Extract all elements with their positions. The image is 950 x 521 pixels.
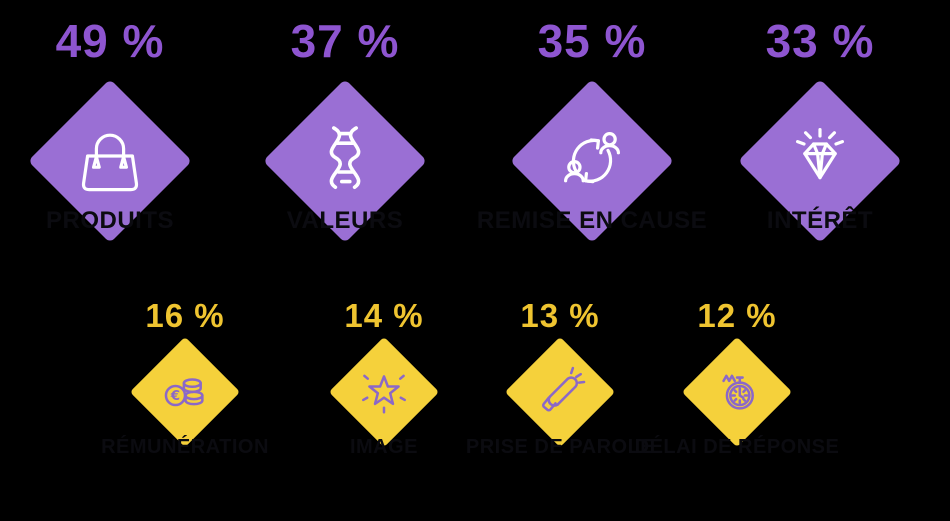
category-label: PRISE DE PAROLE bbox=[465, 436, 655, 458]
person-refresh-icon bbox=[552, 120, 632, 200]
percent-value: 35 % bbox=[537, 15, 647, 67]
percent-value: 13 % bbox=[520, 297, 600, 334]
stat-item-prise-de-parole: 13 % PRISE DE PAROLE bbox=[430, 0, 690, 521]
stat-item-image: 14 % IMAGE bbox=[254, 0, 514, 521]
percent-value: 16 % bbox=[145, 297, 225, 334]
category-label: VALEURS bbox=[286, 207, 404, 234]
stat-item-remise-en-cause: 35 % REMISE EN CAUSE bbox=[462, 0, 722, 521]
category-label: DÉLAI DE RÉPONSE bbox=[634, 436, 840, 458]
percent-value: 12 % bbox=[697, 297, 777, 334]
svg-text:€: € bbox=[170, 389, 180, 404]
gem-icon bbox=[780, 120, 860, 200]
category-label: REMISE EN CAUSE bbox=[476, 207, 708, 234]
stat-item-valeurs: 37 % VALEURS bbox=[215, 0, 475, 521]
category-label: INTÉRÊT bbox=[766, 207, 874, 234]
category-label: IMAGE bbox=[349, 436, 419, 458]
category-label: RÉMUNÉRATION bbox=[101, 436, 269, 458]
percent-value: 33 % bbox=[765, 15, 875, 67]
stat-item-remuneration: 16 % € RÉMUNÉRATION bbox=[55, 0, 315, 521]
stat-item-interet: 33 % INTÉRÊT bbox=[690, 0, 950, 521]
percent-value: 49 % bbox=[55, 15, 165, 67]
stat-item-produits: 49 % PRODUITS bbox=[0, 0, 240, 521]
category-label: PRODUITS bbox=[45, 207, 174, 234]
percent-value: 14 % bbox=[344, 297, 424, 334]
stopwatch-icon bbox=[709, 363, 765, 419]
star-icon bbox=[356, 363, 412, 419]
percent-value: 37 % bbox=[290, 15, 400, 67]
megaphone-icon bbox=[532, 363, 588, 419]
euro-coins-icon: € bbox=[157, 363, 213, 419]
stat-item-delai-de-reponse: 12 % DÉLAI DE RÉPONSE bbox=[607, 0, 867, 521]
dna-icon bbox=[305, 120, 385, 200]
handbag-icon bbox=[70, 120, 150, 200]
